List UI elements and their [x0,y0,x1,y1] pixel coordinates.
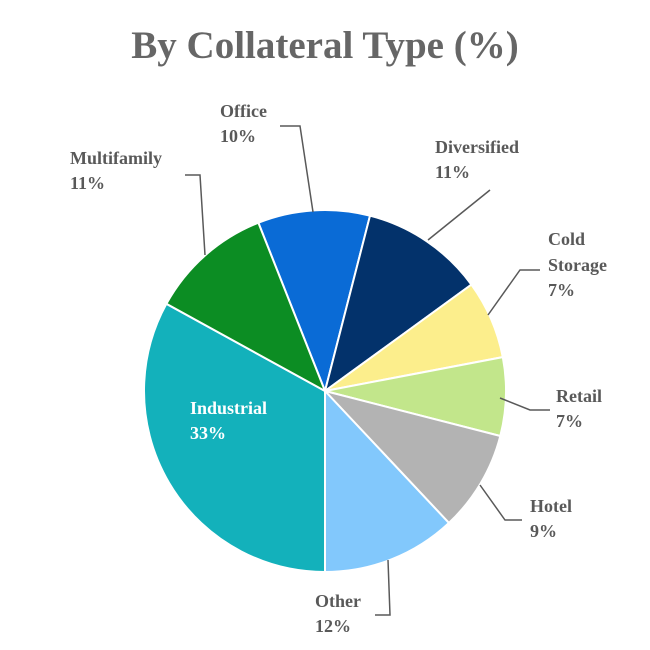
pie-slice [143,302,326,574]
pie-slice [257,209,372,395]
slice-value-label: 10% [220,126,256,146]
slice-value-label: 12% [315,616,351,636]
slice-label: Multifamily [70,148,162,168]
slice-value-label: 7% [548,280,575,300]
slice-value-label: 33% [190,423,226,443]
slice-label: Other [315,591,361,611]
slice-label: Hotel [530,496,572,516]
leader-line [499,397,550,411]
slice-value-label: 7% [556,411,583,431]
leader-line [280,125,314,213]
slice-label: Industrial [190,398,267,418]
leader-line [375,559,391,616]
leader-line [487,269,540,316]
slice-value-label: 11% [70,173,105,193]
slice-label: Retail [556,386,602,406]
leader-line [185,174,206,256]
leader-line [479,484,522,521]
pie-slice [323,214,473,394]
slice-label: Cold Storage [548,229,607,275]
slice-value-label: 11% [435,162,470,182]
pie-slice [324,388,451,574]
slice-label: Diversified [435,137,519,157]
pie-slice [321,389,502,525]
leader-line [427,189,491,241]
chart-title: By Collateral Type (%) [131,24,518,67]
pie-slice [165,221,327,394]
slice-value-label: 9% [530,521,557,541]
slice-label: Office [220,101,267,121]
